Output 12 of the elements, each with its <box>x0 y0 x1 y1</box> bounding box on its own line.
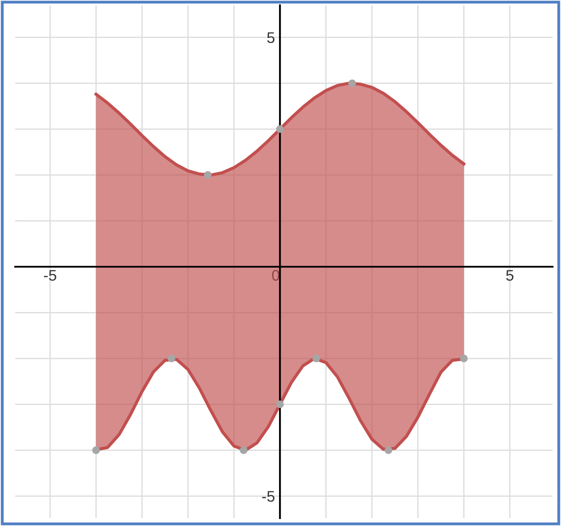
point <box>204 171 212 179</box>
point <box>92 446 100 454</box>
point <box>312 354 320 362</box>
point <box>384 446 392 454</box>
point <box>460 354 468 362</box>
point <box>276 400 284 408</box>
point <box>168 354 176 362</box>
x-tick-label: -5 <box>44 270 56 281</box>
point <box>276 125 284 133</box>
point <box>240 446 248 454</box>
point <box>348 79 356 88</box>
x-tick-label: 5 <box>506 270 514 281</box>
